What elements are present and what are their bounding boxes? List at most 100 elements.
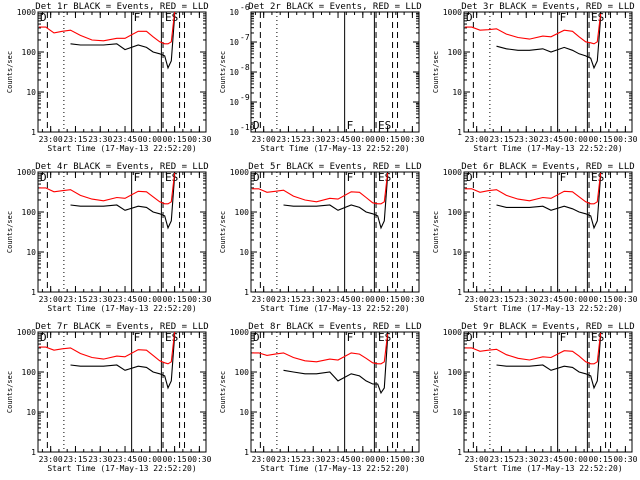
plot-frame: [37, 171, 207, 293]
y-tick-label: 1: [31, 288, 36, 297]
x-tick-label: 23:45: [113, 295, 137, 304]
y-tick-label: 10: [26, 88, 36, 97]
panel-title: Det 8r BLACK = Events, RED = LLD: [248, 322, 421, 332]
events-series-line: [70, 335, 176, 390]
x-tick-label: 00:00: [351, 295, 375, 304]
y-tick-label: 100: [235, 208, 250, 217]
x-tick-label: 23:00: [465, 135, 489, 144]
y-tick-label: 100: [22, 368, 37, 377]
y-tick-label: 1000: [443, 328, 462, 337]
y-axis-label: Counts/sec: [219, 211, 227, 253]
y-tick-label: 100: [448, 368, 463, 377]
y-tick-label: 10: [229, 128, 239, 137]
flag-label-e: E: [165, 331, 172, 344]
x-tick-label: 00:30: [613, 295, 637, 304]
y-tick-exponent: -8: [240, 63, 250, 72]
x-tick-label: 00:15: [376, 135, 400, 144]
x-tick-label: 23:15: [489, 455, 513, 464]
x-axis-label: Start Time (17-May-13 22:52:20): [473, 144, 622, 153]
x-tick-label: 23:15: [63, 135, 87, 144]
flag-label-d: D: [40, 331, 47, 344]
x-tick-label: 00:15: [163, 295, 187, 304]
x-tick-label: 00:30: [187, 135, 211, 144]
events-series-line: [70, 15, 176, 70]
x-tick-label: 00:00: [351, 455, 375, 464]
y-tick-label: 100: [22, 208, 37, 217]
x-tick-label: 23:15: [63, 295, 87, 304]
x-tick-label: 00:00: [564, 135, 588, 144]
x-axis-label: Start Time (17-May-13 22:52:20): [47, 144, 196, 153]
flag-label-e: E: [591, 171, 598, 184]
flag-label-s: S: [385, 119, 392, 132]
x-tick-label: 23:45: [539, 455, 563, 464]
detector-panel: Det 4r BLACK = Events, RED = LLD 1 10 100 10…: [6, 162, 212, 313]
flag-label-e: E: [378, 119, 385, 132]
x-tick-label: 00:15: [589, 455, 613, 464]
x-tick-label: 23:00: [39, 455, 63, 464]
y-axis-label: Counts/sec: [6, 51, 14, 93]
x-tick-label: 23:00: [39, 135, 63, 144]
x-axis-label: Start Time (17-May-13 22:52:20): [47, 304, 196, 313]
x-tick-label: 23:45: [113, 135, 137, 144]
plot-frame: [463, 331, 633, 453]
y-tick-label: 10: [229, 8, 239, 17]
flag-label-d: D: [253, 331, 260, 344]
flag-label-d: D: [466, 171, 473, 184]
y-axis-label: Counts/sec: [432, 51, 440, 93]
plot-frame: [250, 11, 420, 133]
lld-series-line: [39, 172, 176, 205]
x-tick-label: 00:00: [138, 455, 162, 464]
x-axis-label: Start Time (17-May-13 22:52:20): [260, 464, 409, 473]
y-tick-label: 10: [229, 68, 239, 77]
panel-title: Det 5r BLACK = Events, RED = LLD: [248, 162, 421, 172]
detector-panel: Det 7r BLACK = Events, RED = LLD 1 10 100 10…: [6, 322, 212, 473]
detector-panel: Det 1r BLACK = Events, RED = LLD 1 10 100 10…: [6, 2, 212, 153]
events-series-line: [496, 175, 602, 230]
x-tick-label: 23:30: [301, 135, 325, 144]
plot-frame: [37, 331, 207, 453]
lld-series-line: [465, 172, 602, 205]
flag-label-f: F: [560, 11, 567, 24]
lld-series-line: [39, 331, 176, 365]
plot-frame: [463, 11, 633, 133]
y-tick-label: 10: [26, 408, 36, 417]
plot-frame: [37, 11, 207, 133]
x-tick-label: 23:00: [39, 295, 63, 304]
y-tick-label: 1000: [443, 168, 462, 177]
lld-series-line: [465, 332, 602, 365]
y-tick-label: 1000: [230, 328, 249, 337]
x-tick-label: 23:45: [539, 135, 563, 144]
x-axis-label: Start Time (17-May-13 22:52:20): [260, 144, 409, 153]
panel-title: Det 2r BLACK = Events, RED = LLD: [248, 2, 421, 12]
y-tick-label: 1: [457, 288, 462, 297]
flag-label-d: D: [466, 331, 473, 344]
x-tick-label: 23:45: [539, 295, 563, 304]
flag-label-d: D: [253, 171, 260, 184]
x-axis-label: Start Time (17-May-13 22:52:20): [47, 464, 196, 473]
x-tick-label: 23:30: [301, 295, 325, 304]
x-tick-label: 23:15: [489, 295, 513, 304]
plot-frame: [250, 331, 420, 453]
flag-label-f: F: [134, 11, 141, 24]
lld-series-line: [465, 13, 602, 45]
x-axis-label: Start Time (17-May-13 22:52:20): [473, 304, 622, 313]
x-tick-label: 00:00: [564, 295, 588, 304]
y-tick-exponent: -9: [240, 93, 250, 102]
x-tick-label: 23:45: [326, 455, 350, 464]
flag-label-e: E: [591, 11, 598, 24]
x-tick-label: 23:30: [301, 455, 325, 464]
y-tick-label: 1: [244, 448, 249, 457]
lld-series-line: [39, 11, 176, 45]
x-tick-label: 00:15: [589, 135, 613, 144]
y-tick-label: 1: [31, 448, 36, 457]
flag-label-f: F: [134, 331, 141, 344]
x-tick-label: 23:30: [88, 135, 112, 144]
events-series-line: [496, 18, 602, 70]
panel-title: Det 7r BLACK = Events, RED = LLD: [35, 322, 208, 332]
x-tick-label: 00:30: [613, 455, 637, 464]
events-series-line: [70, 175, 176, 230]
plot-frame: [463, 171, 633, 293]
panel-title: Det 1r BLACK = Events, RED = LLD: [35, 2, 208, 12]
y-axis-label: Counts/sec: [219, 371, 227, 413]
